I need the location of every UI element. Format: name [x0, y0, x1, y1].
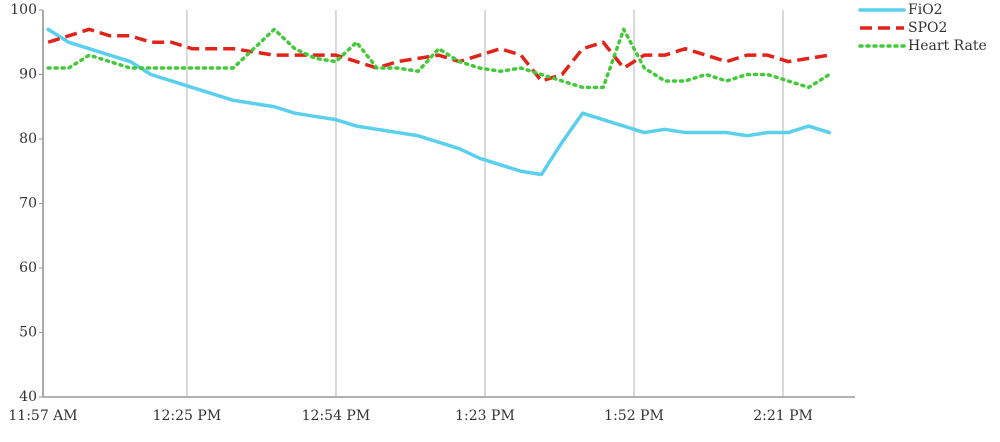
y-tick-label: 50: [19, 325, 37, 341]
x-tick-label: 11:57 AM: [8, 408, 77, 424]
legend-label: FiO2: [908, 2, 943, 18]
x-tick-label: 12:25 PM: [153, 408, 222, 424]
x-tick-label: 1:23 PM: [455, 408, 515, 424]
legend-label: SPO2: [908, 20, 947, 36]
y-tick-label: 60: [19, 260, 37, 276]
y-tick-label: 100: [10, 2, 37, 18]
y-tick-label: 90: [19, 67, 37, 83]
legend-label: Heart Rate: [908, 38, 987, 54]
x-tick-label: 2:21 PM: [753, 408, 813, 424]
series-line: [47, 27, 830, 83]
y-tick-label: 80: [19, 131, 37, 147]
series-line: [46, 27, 832, 177]
y-tick-label: 70: [19, 196, 37, 212]
y-tick-label: 40: [19, 389, 37, 405]
x-tick-label: 12:54 PM: [302, 408, 371, 424]
series-line: [46, 27, 832, 90]
x-tick-label: 1:52 PM: [604, 408, 664, 424]
